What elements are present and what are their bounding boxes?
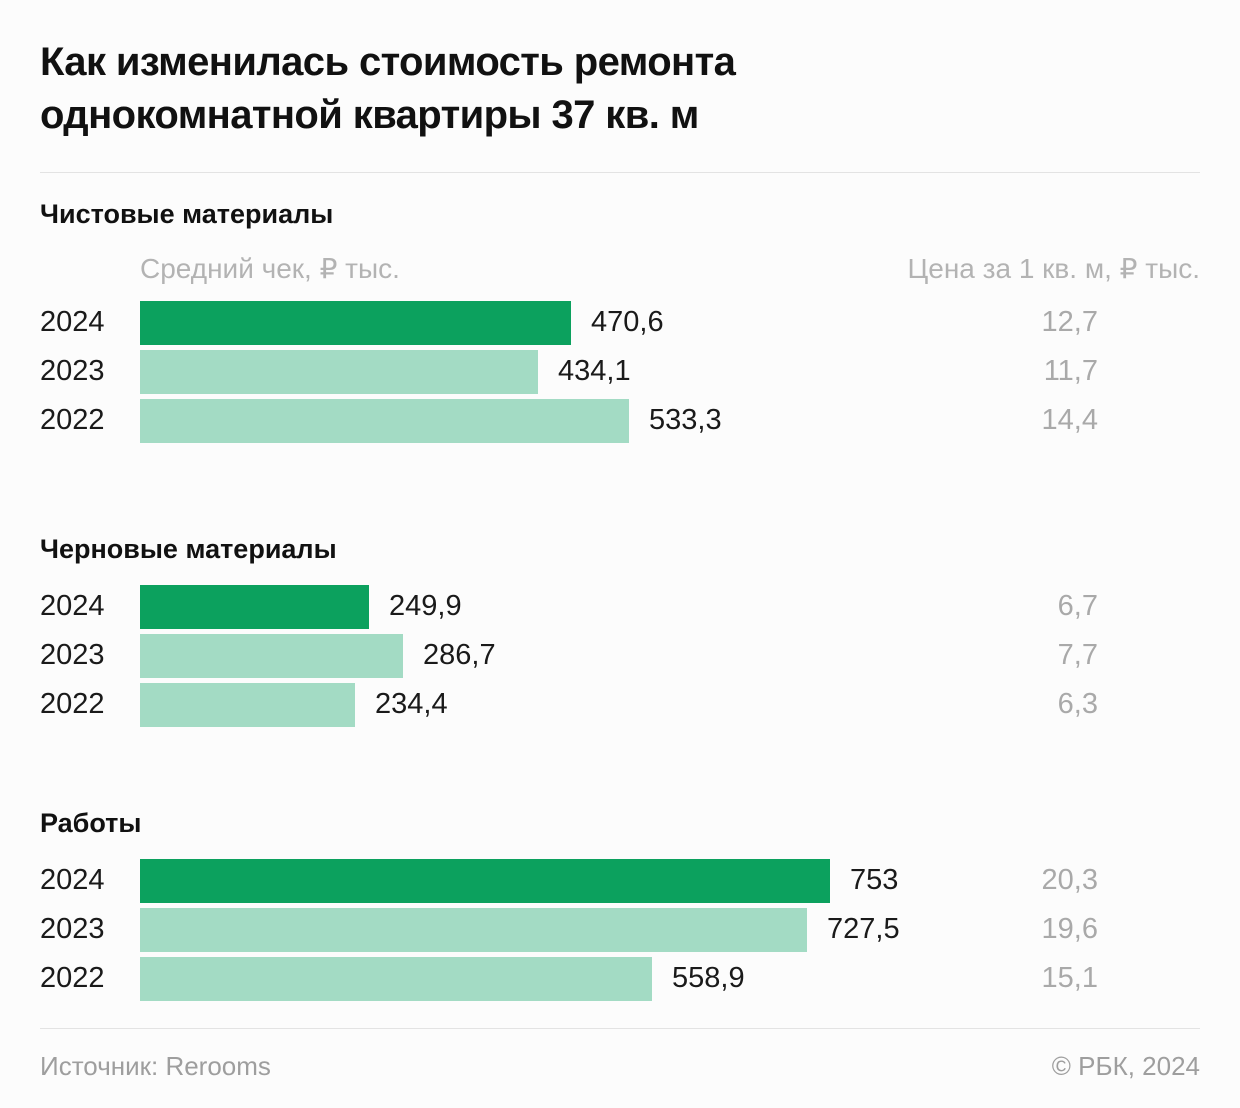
bar-rows: 2024 249,9 6,7 2023 286,7 7,7 2022 234,4… <box>40 584 1200 727</box>
section-finishing-materials: Чистовые материалы Средний чек, ₽ тыс. Ц… <box>40 199 1200 448</box>
bar-rows: 2024 470,6 12,7 2023 434,1 11,7 2022 533… <box>40 300 1200 443</box>
bar-row: 2024 470,6 12,7 <box>40 300 1200 345</box>
price-per-sqm-value: 12,7 <box>1041 306 1098 339</box>
bar-value-label: 753 <box>850 864 899 897</box>
year-label: 2024 <box>40 864 105 897</box>
section-title: Чистовые материалы <box>40 198 334 229</box>
page-title-line-1: Как изменилась стоимость ремонта <box>40 40 736 84</box>
bar-2024 <box>140 584 369 629</box>
year-label: 2022 <box>40 962 105 995</box>
section-title: Работы <box>40 807 142 838</box>
year-label: 2024 <box>40 590 105 623</box>
year-label: 2022 <box>40 404 105 437</box>
section-rough-materials: Черновые материалы 2024 249,9 6,7 2023 2… <box>40 534 1200 732</box>
bar-row: 2024 753 20,3 <box>40 858 1200 903</box>
header-divider <box>40 171 1200 173</box>
bar-2022 <box>140 398 629 443</box>
year-label: 2023 <box>40 355 105 388</box>
chart-footer: Источник: Rerooms © РБК, 2024 <box>40 1028 1200 1108</box>
bar-2024 <box>140 300 571 345</box>
bar-value-label: 558,9 <box>672 962 745 995</box>
bar-2022 <box>140 682 355 727</box>
bar-row: 2022 533,3 14,4 <box>40 398 1200 443</box>
bar-value-label: 286,7 <box>423 639 496 672</box>
page-title: Как изменилась стоимость ремонта одноком… <box>40 36 1200 142</box>
bar-rows: 2024 753 20,3 2023 727,5 19,6 2022 558,9… <box>40 858 1200 1001</box>
bar-row: 2024 249,9 6,7 <box>40 584 1200 629</box>
section-title: Черновые материалы <box>40 533 337 564</box>
price-per-sqm-value: 15,1 <box>1041 962 1098 995</box>
bar-row: 2022 234,4 6,3 <box>40 682 1200 727</box>
price-per-sqm-value: 14,4 <box>1041 404 1098 437</box>
bar-value-label: 533,3 <box>649 404 722 437</box>
bar-row: 2022 558,9 15,1 <box>40 956 1200 1001</box>
price-per-sqm-value: 6,3 <box>1057 688 1098 721</box>
price-per-sqm-value: 7,7 <box>1057 639 1098 672</box>
section-works: Работы 2024 753 20,3 2023 727,5 19,6 202… <box>40 808 1200 1006</box>
price-per-sqm-value: 11,7 <box>1043 355 1098 388</box>
year-label: 2023 <box>40 913 105 946</box>
price-per-sqm-value: 6,7 <box>1057 590 1098 623</box>
bar-2022 <box>140 956 652 1001</box>
price-per-sqm-value: 19,6 <box>1041 913 1098 946</box>
bar-row: 2023 434,1 11,7 <box>40 349 1200 394</box>
year-label: 2023 <box>40 639 105 672</box>
bar-row: 2023 727,5 19,6 <box>40 907 1200 952</box>
year-label: 2022 <box>40 688 105 721</box>
year-label: 2024 <box>40 306 105 339</box>
bar-row: 2023 286,7 7,7 <box>40 633 1200 678</box>
bar-value-label: 727,5 <box>827 913 900 946</box>
bar-2023 <box>140 633 403 678</box>
bar-value-label: 234,4 <box>375 688 448 721</box>
price-per-sqm-value: 20,3 <box>1041 864 1098 897</box>
column-headers: Средний чек, ₽ тыс. Цена за 1 кв. м, ₽ т… <box>40 252 1200 285</box>
bar-value-label: 470,6 <box>591 306 664 339</box>
copyright: © РБК, 2024 <box>1051 1051 1200 1081</box>
bar-value-label: 249,9 <box>389 590 462 623</box>
bar-2023 <box>140 907 807 952</box>
column-header-average-check: Средний чек, ₽ тыс. <box>140 252 400 284</box>
page-title-line-2: однокомнатной квартиры 37 кв. м <box>40 92 699 137</box>
chart-header: Как изменилась стоимость ремонта одноком… <box>40 36 1200 173</box>
bar-2023 <box>140 349 538 394</box>
bar-value-label: 434,1 <box>558 355 631 388</box>
column-header-price-per-sqm: Цена за 1 кв. м, ₽ тыс. <box>907 252 1200 284</box>
bar-2024 <box>140 858 830 903</box>
source-credit: Источник: Rerooms <box>40 1051 271 1081</box>
